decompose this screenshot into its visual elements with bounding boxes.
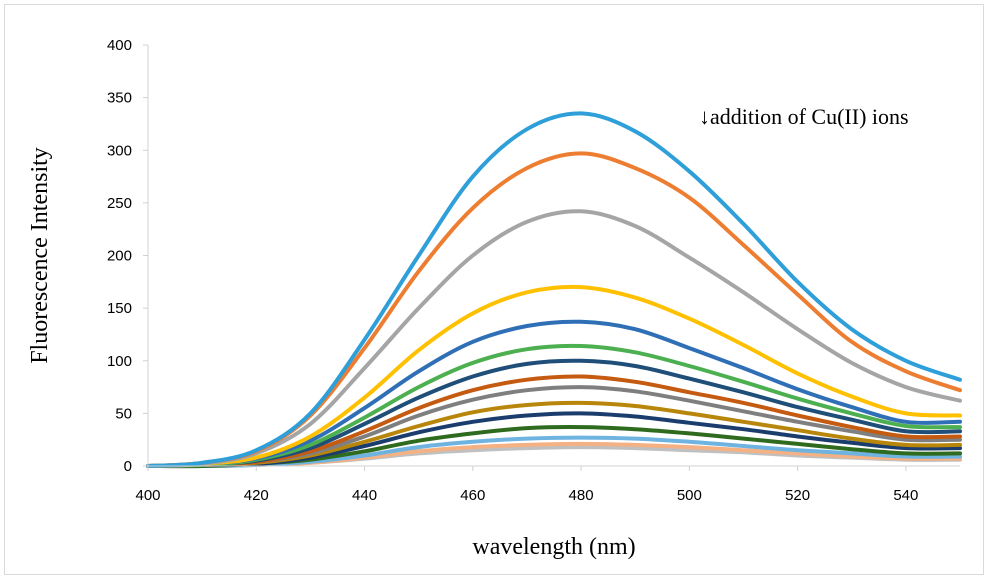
y-tick-label: 100 bbox=[107, 353, 132, 370]
series-line-5 bbox=[146, 319, 962, 468]
y-tick-label: 300 bbox=[107, 142, 132, 159]
x-tick-label: 420 bbox=[244, 487, 269, 504]
series-line-3 bbox=[146, 209, 962, 468]
y-tick-label: 250 bbox=[107, 195, 132, 212]
series-line-6 bbox=[146, 343, 962, 468]
annotation-label: ↓addition of Cu(II) ions bbox=[699, 104, 909, 129]
x-tick-label: 440 bbox=[352, 487, 377, 504]
y-tick-label: 350 bbox=[107, 90, 132, 107]
x-tick-label: 400 bbox=[135, 487, 160, 504]
y-tick-label: 50 bbox=[115, 405, 132, 422]
y-tick-label: 400 bbox=[107, 37, 132, 54]
series-line-2 bbox=[146, 151, 962, 468]
chart-frame: 0 50 100 150 200 250 300 350 400 400 420 440 460 480… bbox=[4, 4, 984, 575]
y-axis-title: Fluorescence Intensity bbox=[27, 147, 53, 364]
x-tick-label: 500 bbox=[677, 487, 702, 504]
y-tick-label: 200 bbox=[107, 248, 132, 265]
series-line-1 bbox=[146, 111, 962, 468]
x-axis-title: wavelength (nm) bbox=[472, 534, 635, 560]
y-tick-label: 0 bbox=[124, 458, 132, 475]
series-line-4 bbox=[146, 284, 962, 468]
y-tick-labels: 0 50 100 150 200 250 300 350 400 bbox=[107, 37, 148, 475]
chart-svg: 0 50 100 150 200 250 300 350 400 400 420 440 460 480… bbox=[27, 37, 962, 560]
y-tick-label: 150 bbox=[107, 300, 132, 317]
x-tick-labels: 400 420 440 460 480 500 520 540 bbox=[135, 466, 918, 504]
plot-lines bbox=[146, 111, 962, 469]
x-tick-label: 480 bbox=[569, 487, 594, 504]
x-tick-label: 460 bbox=[460, 487, 485, 504]
x-tick-label: 520 bbox=[785, 487, 810, 504]
x-tick-label: 540 bbox=[893, 487, 918, 504]
